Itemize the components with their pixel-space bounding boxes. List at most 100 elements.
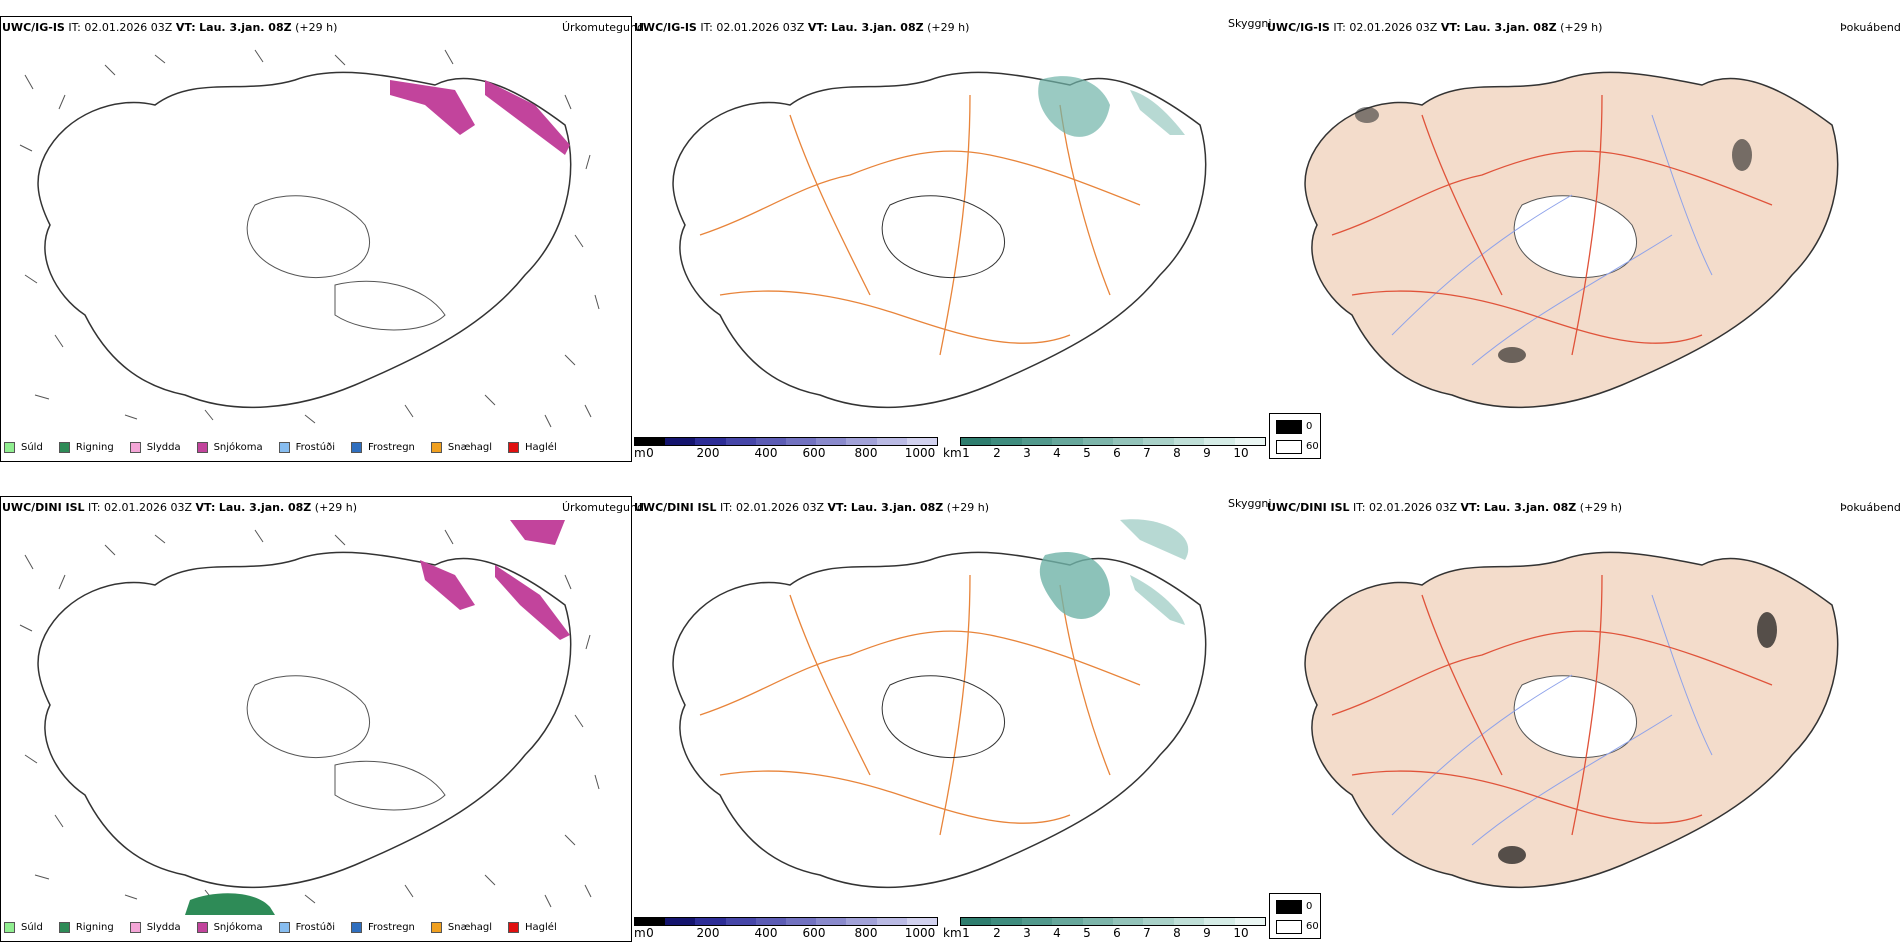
- legend-swatch: [4, 922, 15, 933]
- init-time: 02.01.2026 03Z: [104, 501, 193, 514]
- lead-time: (+29 h): [295, 21, 338, 34]
- iceland-outline: [37, 551, 572, 889]
- init-label: IT:: [88, 501, 101, 514]
- road-network: [699, 574, 1141, 836]
- legend-swatch: [430, 442, 442, 453]
- legend-item: Súld: [4, 922, 43, 933]
- tick-label: 200: [696, 446, 720, 460]
- product-type-label: Þokuábendi: [1840, 501, 1900, 514]
- legend-label: Snæhagl: [447, 922, 493, 933]
- cloudbase-ticks: 0 200 400 600 800 1000: [634, 926, 938, 940]
- legend-item: Slydda: [129, 922, 181, 933]
- iceland-outline: [672, 551, 1207, 889]
- cloudbase-ticks: 0 200 400 600 800 1000: [634, 446, 938, 460]
- glacier-outline: [246, 675, 446, 811]
- legend-label: Slydda: [146, 922, 181, 933]
- tick-label: 800: [854, 446, 878, 460]
- tick-label: 10: [1233, 926, 1249, 940]
- rivers: [1391, 114, 1713, 366]
- fog-legend: 0 60: [1269, 413, 1321, 459]
- lead-time: (+29 h): [314, 501, 358, 514]
- fog-legend-high-label: 0: [1306, 901, 1313, 912]
- panel-header: UWC/IG-IS IT: 02.01.2026 03Z VT: Lau. 3.…: [2, 21, 337, 34]
- panel-header: UWC/DINI ISL IT: 02.01.2026 03Z VT: Lau.…: [634, 501, 989, 514]
- panel-header: UWC/IG-IS IT: 02.01.2026 03Z VT: Lau. 3.…: [634, 21, 969, 34]
- legend-item: Slydda: [129, 442, 181, 453]
- legend-item: Frostúði: [278, 442, 335, 453]
- tick-label: 6: [1113, 926, 1121, 940]
- valid-time: Lau. 3.jan. 08Z: [1483, 501, 1577, 514]
- init-time: 02.01.2026 03Z: [84, 21, 173, 34]
- fog-index-map: [1304, 551, 1839, 889]
- model-name: UWC/DINI ISL: [2, 501, 85, 514]
- valid-time: Lau. 3.jan. 08Z: [850, 501, 944, 514]
- panel-header: UWC/DINI ISL IT: 02.01.2026 03Z VT: Lau.…: [1267, 501, 1622, 514]
- visibility-map: [672, 519, 1207, 889]
- colorbar-unit: km: [943, 926, 962, 940]
- legend-label: Slydda: [146, 442, 181, 453]
- legend-item: Snæhagl: [430, 442, 493, 453]
- valid-label: VT:: [195, 501, 216, 514]
- fog-legend-high-swatch: [1276, 420, 1302, 434]
- legend-label: Snæhagl: [447, 442, 493, 453]
- legend-label: Frostúði: [295, 442, 335, 453]
- model-name: UWC/IG-IS: [2, 21, 65, 34]
- legend-swatch: [351, 442, 362, 453]
- rivers: [1391, 594, 1713, 846]
- cloudbase-colorbar: [634, 917, 938, 926]
- fog-patch: [1498, 846, 1526, 864]
- tick-label: 5: [1083, 926, 1091, 940]
- precip-type-legend: Súld Rigning Slydda Snjókoma Frostúði Fr…: [4, 442, 569, 453]
- tick-label: 400: [754, 446, 778, 460]
- fog-patch: [1498, 347, 1526, 363]
- model-name: UWC/DINI ISL: [634, 501, 717, 514]
- lead-time: (+29 h): [946, 501, 990, 514]
- glacier-area: [1513, 195, 1638, 279]
- visibility-ticks: 1 2 3 4 5 6 7 8 9 10: [960, 446, 1266, 460]
- snow-area: [495, 565, 570, 640]
- init-time: 02.01.2026 03Z: [716, 21, 805, 34]
- legend-swatch: [58, 442, 70, 453]
- lead-time: (+29 h): [1579, 501, 1623, 514]
- lead-time: (+29 h): [1560, 21, 1603, 34]
- fog-legend: 0 60: [1269, 893, 1321, 939]
- fog-index-map: [1304, 71, 1839, 409]
- legend-label: Frostregn: [368, 922, 415, 933]
- precip-type-legend: Súld Rigning Slydda Snjókoma Frostúði Fr…: [4, 922, 569, 933]
- legend-label: Súld: [21, 922, 43, 933]
- fog-legend-high-swatch: [1276, 900, 1302, 914]
- model-name: UWC/DINI ISL: [1267, 501, 1350, 514]
- glacier-outline: [881, 195, 1006, 279]
- legend-swatch: [196, 442, 208, 453]
- legend-label: Súld: [21, 442, 43, 453]
- visibility-ticks: 1 2 3 4 5 6 7 8 9 10: [960, 926, 1266, 940]
- glacier-outline: [881, 675, 1006, 759]
- fog-legend-low-label: 60: [1306, 921, 1319, 932]
- init-label: IT:: [700, 21, 713, 34]
- product-type-label: Þokuábendi: [1840, 21, 1900, 34]
- tick-label: 0: [646, 926, 654, 940]
- precip-type-panel: [0, 16, 632, 462]
- tick-label: 2: [993, 926, 1001, 940]
- legend-label: Haglél: [525, 442, 557, 453]
- wind-barbs: [19, 529, 600, 908]
- road-network: [699, 94, 1141, 356]
- init-time: 02.01.2026 03Z: [1369, 501, 1458, 514]
- legend-swatch: [351, 922, 362, 933]
- tick-label: 9: [1203, 926, 1211, 940]
- legend-swatch: [4, 442, 15, 453]
- colorbar-unit: m: [634, 926, 646, 940]
- init-label: IT:: [1353, 501, 1366, 514]
- fog-legend-low-swatch: [1276, 920, 1302, 934]
- legend-label: Rigning: [75, 922, 114, 933]
- panel-header: UWC/IG-IS IT: 02.01.2026 03Z VT: Lau. 3.…: [1267, 21, 1602, 34]
- colorbar-unit: m: [634, 446, 646, 460]
- legend-item: Haglél: [508, 922, 557, 933]
- snow-area: [485, 80, 570, 155]
- precip-map: [19, 520, 600, 915]
- init-time: 02.01.2026 03Z: [1349, 21, 1438, 34]
- valid-time: Lau. 3.jan. 08Z: [199, 21, 292, 34]
- legend-item: Snæhagl: [430, 922, 493, 933]
- iceland-outline: [37, 71, 572, 409]
- legend-swatch: [508, 922, 520, 933]
